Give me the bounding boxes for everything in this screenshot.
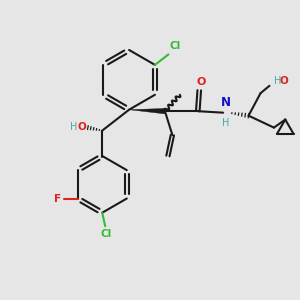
Text: O: O [77,122,86,132]
Text: H: H [274,76,281,86]
Text: O: O [280,76,289,86]
Text: O: O [196,77,206,87]
Text: N: N [220,96,230,109]
Text: Cl: Cl [170,41,181,52]
Text: H: H [70,122,78,132]
Text: Cl: Cl [100,229,111,239]
Polygon shape [129,109,165,114]
Text: H: H [222,118,229,128]
Text: F: F [54,194,61,203]
